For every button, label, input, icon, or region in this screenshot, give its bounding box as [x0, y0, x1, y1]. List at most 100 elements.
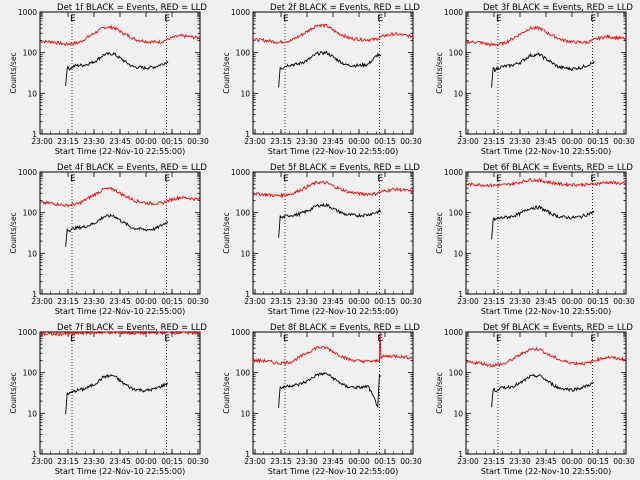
chart-panel-3: Det 3f BLACK = Events, RED = LLD 1 10 100 10… [435, 3, 635, 156]
chart-title: Det 3f BLACK = Events, RED = LLD [483, 3, 633, 13]
y-tick-label: 1 [245, 450, 250, 459]
chart-panel-6: Det 6f BLACK = Events, RED = LLD 1 10 100 10… [435, 163, 635, 316]
x-tick-label: 23:30 [296, 457, 318, 466]
e-marker: E [164, 334, 170, 344]
x-tick-label: 00:30 [187, 137, 209, 146]
y-tick-label: 1000 [231, 8, 250, 17]
x-tick-label: 00:00 [135, 137, 157, 146]
x-tick-label: 00:15 [161, 137, 183, 146]
y-tick-label: 1000 [18, 8, 37, 17]
chart-panel-7: Det 7f BLACK = Events, RED = LLD 1 10 100 10… [9, 323, 209, 476]
x-tick-label: 23:00 [31, 137, 53, 146]
e-marker: E [70, 334, 76, 344]
y-tick-label: 1000 [444, 8, 463, 17]
x-tick-label: 00:00 [135, 297, 157, 306]
plot-frame [39, 171, 201, 295]
x-tick-label: 00:30 [613, 457, 635, 466]
x-tick-label: 23:45 [109, 457, 131, 466]
y-tick-label: 1 [458, 450, 463, 459]
y-tick-label: 100 [23, 49, 38, 58]
x-tick-label: 00:15 [161, 457, 183, 466]
plot-frame [252, 331, 414, 455]
x-tick-label: 23:00 [31, 457, 53, 466]
y-tick-label: 100 [236, 49, 251, 58]
y-axis-label: Counts/sec [435, 372, 444, 413]
y-tick-label: 1000 [18, 168, 37, 177]
plot-frame [39, 11, 201, 135]
y-axis-label: Counts/sec [9, 212, 18, 253]
e-marker: E [496, 14, 502, 24]
series-trace-events [491, 205, 595, 240]
x-tick-label: 23:45 [535, 297, 557, 306]
series-trace-lld [39, 24, 200, 47]
x-tick-label: 23:00 [244, 457, 266, 466]
y-axis-label: Counts/sec [435, 52, 444, 93]
series-trace-events [65, 213, 169, 247]
y-tick-label: 1 [32, 450, 37, 459]
x-tick-label: 00:15 [374, 297, 396, 306]
series-trace-events [278, 372, 382, 408]
x-tick-label: 00:15 [587, 457, 609, 466]
chart-title: Det 8f BLACK = Events, RED = LLD [270, 323, 420, 333]
chart-title: Det 6f BLACK = Events, RED = LLD [483, 163, 633, 173]
y-tick-label: 1 [245, 290, 250, 299]
x-tick-label: 00:30 [613, 137, 635, 146]
x-tick-label: 23:15 [483, 457, 505, 466]
y-axis-label: Counts/sec [9, 52, 18, 93]
x-tick-label: 00:00 [135, 457, 157, 466]
x-tick-label: 23:30 [509, 457, 531, 466]
y-tick-label: 10 [240, 249, 250, 258]
plot-frame [465, 11, 627, 135]
series-trace-lld [465, 177, 627, 188]
x-tick-label: 23:30 [83, 457, 105, 466]
x-tick-label: 00:30 [613, 297, 635, 306]
x-tick-label: 00:15 [587, 137, 609, 146]
chart-panel-4: Det 4f BLACK = Events, RED = LLD 1 10 100 10… [9, 163, 209, 316]
e-marker: E [70, 174, 76, 184]
x-tick-label: 23:30 [296, 297, 318, 306]
x-tick-label: 23:45 [109, 137, 131, 146]
series-trace-events [65, 374, 169, 415]
x-axis-label: Start Time (22-Nov-10 22:55:00) [481, 307, 611, 316]
x-tick-label: 23:15 [270, 457, 292, 466]
x-tick-label: 23:15 [270, 137, 292, 146]
e-marker: E [496, 174, 502, 184]
y-tick-label: 10 [240, 89, 250, 98]
x-tick-label: 00:00 [348, 297, 370, 306]
y-tick-label: 1 [32, 130, 37, 139]
chart-title: Det 5f BLACK = Events, RED = LLD [270, 163, 420, 173]
chart-title: Det 2f BLACK = Events, RED = LLD [270, 3, 420, 13]
series-trace-lld [39, 186, 201, 208]
y-tick-label: 100 [23, 209, 38, 218]
y-axis-label: Counts/sec [222, 212, 231, 253]
chart-title: Det 9f BLACK = Events, RED = LLD [483, 323, 633, 333]
x-tick-label: 00:30 [400, 457, 422, 466]
chart-panel-1: Det 1f BLACK = Events, RED = LLD 1 10 100 10… [9, 3, 209, 156]
y-axis-label: Counts/sec [222, 372, 231, 413]
x-tick-label: 00:30 [400, 297, 422, 306]
chart-title: Det 7f BLACK = Events, RED = LLD [57, 323, 207, 333]
x-tick-label: 00:15 [374, 137, 396, 146]
e-marker: E [164, 174, 170, 184]
y-tick-label: 1 [458, 290, 463, 299]
e-marker: E [283, 174, 289, 184]
e-marker: E [283, 14, 289, 24]
x-tick-label: 23:45 [322, 137, 344, 146]
x-axis-label: Start Time (22-Nov-10 22:55:00) [55, 307, 185, 316]
y-tick-label: 1000 [231, 168, 250, 177]
plot-frame [465, 171, 627, 295]
y-tick-label: 100 [236, 209, 251, 218]
x-tick-label: 23:45 [535, 137, 557, 146]
x-tick-label: 23:15 [270, 297, 292, 306]
y-tick-label: 10 [453, 249, 463, 258]
y-tick-label: 10 [453, 89, 463, 98]
x-axis-label: Start Time (22-Nov-10 22:55:00) [481, 467, 611, 476]
y-tick-label: 100 [449, 209, 464, 218]
x-tick-label: 00:15 [374, 457, 396, 466]
x-tick-label: 23:15 [483, 297, 505, 306]
x-tick-label: 23:15 [483, 137, 505, 146]
y-tick-label: 1000 [444, 168, 463, 177]
x-tick-label: 23:00 [457, 137, 479, 146]
y-tick-label: 100 [23, 369, 38, 378]
